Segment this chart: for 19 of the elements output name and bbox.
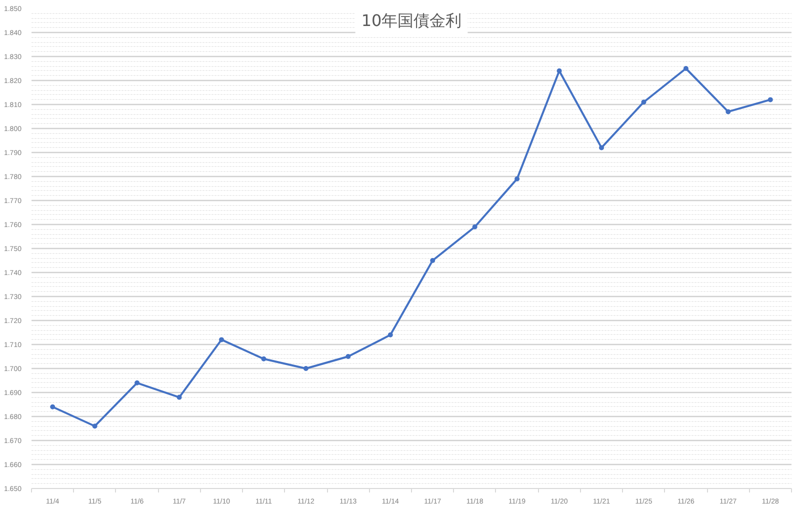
point [92, 424, 98, 429]
chart-title: 10年国債金利 [361, 11, 462, 30]
point [50, 404, 56, 410]
point [683, 66, 688, 71]
point [430, 258, 436, 263]
point [388, 332, 393, 338]
point [134, 380, 140, 386]
point [556, 68, 562, 74]
point [346, 354, 351, 359]
point [472, 224, 478, 230]
point [768, 97, 773, 102]
point [599, 145, 604, 150]
point [303, 366, 308, 371]
point [219, 337, 224, 342]
point [514, 176, 520, 182]
point [261, 356, 266, 362]
point [641, 100, 646, 105]
point [726, 109, 731, 114]
point [176, 394, 182, 400]
